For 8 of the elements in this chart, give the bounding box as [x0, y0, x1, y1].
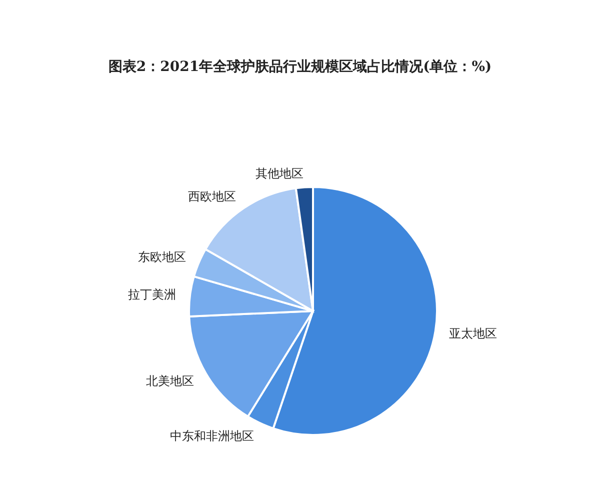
- slice-label: 拉丁美洲: [128, 288, 176, 302]
- slice-label: 其他地区: [255, 166, 304, 180]
- slice-label: 亚太地区: [449, 326, 498, 340]
- slice-label: 北美地区: [146, 374, 194, 388]
- slice-label: 东欧地区: [138, 250, 186, 264]
- slice-label: 西欧地区: [188, 190, 236, 204]
- chart-title: 图表2：2021年全球护肤品行业规模区域占比情况(单位：%): [107, 58, 493, 76]
- slice-label: 中东和非洲地区: [170, 428, 254, 443]
